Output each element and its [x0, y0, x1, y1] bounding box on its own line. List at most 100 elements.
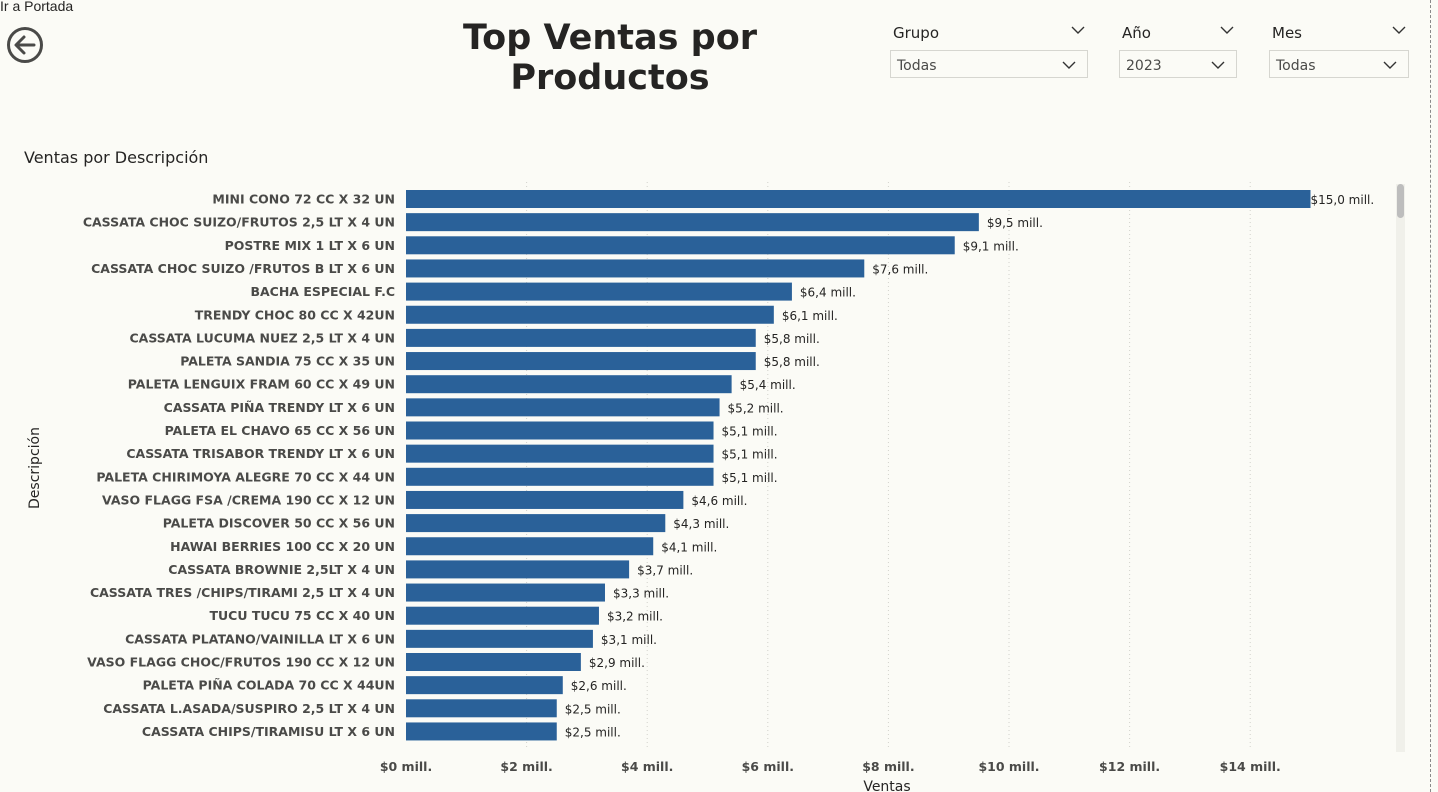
category-label: PALETA LENGUIX FRAM 60 CC X 49 UN: [128, 377, 395, 392]
slicer-grupo[interactable]: Grupo Todas: [890, 22, 1088, 78]
data-label: $5,1 mill.: [722, 425, 778, 439]
bar: [406, 467, 714, 486]
bar: [406, 514, 666, 533]
category-label: CASSATA LUCUMA NUEZ 2,5 LT X 4 UN: [129, 330, 395, 345]
chart-scrollbar-track[interactable]: [1396, 184, 1405, 752]
bar: [406, 537, 654, 556]
bar: [406, 398, 720, 417]
y-axis-title: Descripción: [27, 427, 43, 509]
chart-scrollbar-thumb[interactable]: [1397, 184, 1404, 218]
bar: [406, 699, 557, 718]
chevron-down-icon[interactable]: [1391, 22, 1407, 38]
bar: [406, 490, 684, 509]
category-label: PALETA DISCOVER 50 CC X 56 UN: [163, 516, 395, 531]
data-label: $3,1 mill.: [601, 633, 657, 647]
data-label: $5,8 mill.: [764, 355, 820, 369]
data-label: $9,5 mill.: [987, 216, 1043, 230]
chevron-down-icon[interactable]: [1382, 57, 1398, 73]
category-label: CASSATA L.ASADA/SUSPIRO 2,5 LT X 4 UN: [103, 701, 395, 716]
bar: [406, 375, 732, 394]
canvas-border: [1430, 0, 1431, 792]
x-tick-label: $8 mill.: [862, 759, 914, 774]
data-label: $4,3 mill.: [673, 517, 729, 531]
category-label: PALETA CHIRIMOYA ALEGRE 70 CC X 44 UN: [96, 469, 395, 484]
category-label: CASSATA PLATANO/VAINILLA LT X 6 UN: [125, 631, 395, 646]
slicer-mes-header[interactable]: Mes: [1269, 22, 1409, 44]
slicer-mes-label: Mes: [1272, 24, 1302, 42]
data-label: $5,8 mill.: [764, 332, 820, 346]
data-label: $5,1 mill.: [722, 471, 778, 485]
x-tick-label: $10 mill.: [978, 759, 1039, 774]
bar: [406, 722, 557, 741]
category-label: HAWAI BERRIES 100 CC X 20 UN: [170, 539, 395, 554]
bar: [406, 305, 774, 324]
category-label: CASSATA CHIPS/TIRAMISU LT X 6 UN: [142, 724, 395, 739]
data-label: $3,2 mill.: [607, 610, 663, 624]
category-label: CASSATA CHOC SUIZO/FRUTOS 2,5 LT X 4 UN: [83, 215, 395, 230]
slicer-mes[interactable]: Mes Todas: [1269, 22, 1409, 78]
category-label: TUCU TUCU 75 CC X 40 UN: [210, 608, 396, 623]
category-label: PALETA EL CHAVO 65 CC X 56 UN: [165, 423, 395, 438]
category-label: CASSATA PIÑA TRENDY LT X 6 UN: [164, 400, 395, 415]
x-tick-label: $4 mill.: [621, 759, 673, 774]
x-tick-label: $14 mill.: [1220, 759, 1281, 774]
data-label: $2,5 mill.: [565, 702, 621, 716]
slicer-ano-dropdown[interactable]: 2023: [1119, 50, 1237, 78]
slicer-grupo-label: Grupo: [893, 24, 939, 42]
chevron-down-icon[interactable]: [1061, 57, 1077, 73]
bar: [406, 629, 593, 648]
category-label: POSTRE MIX 1 LT X 6 UN: [225, 238, 395, 253]
slicer-mes-dropdown[interactable]: Todas: [1269, 50, 1409, 78]
back-label[interactable]: Ir a Portada: [0, 0, 74, 14]
category-label: CASSATA TRES /CHIPS/TIRAMI 2,5 LT X 4 UN: [90, 585, 395, 600]
data-label: $4,1 mill.: [661, 540, 717, 554]
slicer-grupo-dropdown[interactable]: Todas: [890, 50, 1088, 78]
bar: [406, 213, 979, 232]
visual-title: Ventas por Descripción: [24, 148, 209, 167]
category-label: MINI CONO 72 CC X 32 UN: [212, 192, 395, 207]
data-label: $5,2 mill.: [728, 401, 784, 415]
data-label: $3,3 mill.: [613, 587, 669, 601]
category-label: CASSATA CHOC SUIZO /FRUTOS B LT X 6 UN: [91, 261, 395, 276]
data-label: $5,4 mill.: [740, 378, 796, 392]
category-label: VASO FLAGG FSA /CREMA 190 CC X 12 UN: [102, 492, 395, 507]
slicer-ano-label: Año: [1122, 24, 1151, 42]
slicer-grupo-header[interactable]: Grupo: [890, 22, 1088, 44]
bar: [406, 606, 599, 625]
chevron-down-icon[interactable]: [1219, 22, 1235, 38]
x-tick-label: $0 mill.: [380, 759, 432, 774]
x-tick-label: $12 mill.: [1099, 759, 1160, 774]
chevron-down-icon[interactable]: [1210, 57, 1226, 73]
category-label: PALETA PIÑA COLADA 70 CC X 44UN: [143, 678, 395, 693]
chevron-down-icon[interactable]: [1070, 22, 1086, 38]
data-label: $4,6 mill.: [691, 494, 747, 508]
x-tick-label: $2 mill.: [500, 759, 552, 774]
slicer-ano[interactable]: Año 2023: [1119, 22, 1237, 78]
bar: [406, 259, 865, 278]
data-label: $2,5 mill.: [565, 725, 621, 739]
slicer-mes-value: Todas: [1276, 58, 1316, 74]
bar: [406, 421, 714, 440]
category-label: CASSATA TRISABOR TRENDY LT X 6 UN: [126, 446, 395, 461]
bar: [406, 328, 756, 347]
bar: [406, 653, 581, 671]
bar: [406, 676, 563, 695]
data-label: $5,1 mill.: [722, 448, 778, 462]
page-title: Top Ventas por Productos: [462, 18, 758, 98]
category-label: BACHA ESPECIAL F.C: [250, 284, 395, 299]
x-tick-label: $6 mill.: [742, 759, 794, 774]
category-label: PALETA SANDIA 75 CC X 35 UN: [180, 354, 395, 369]
slicer-ano-header[interactable]: Año: [1119, 22, 1237, 44]
bar: [406, 352, 756, 371]
bar: [406, 236, 955, 255]
data-label: $2,6 mill.: [571, 679, 627, 693]
category-label: TRENDY CHOC 80 CC X 42UN: [195, 307, 395, 322]
back-arrow-icon[interactable]: [6, 26, 44, 64]
slicer-ano-value: 2023: [1126, 58, 1162, 74]
data-label: $6,1 mill.: [782, 309, 838, 323]
data-label: $7,6 mill.: [872, 262, 928, 276]
bar: [406, 560, 630, 579]
data-label: $2,9 mill.: [589, 656, 645, 670]
bar: [406, 444, 714, 463]
